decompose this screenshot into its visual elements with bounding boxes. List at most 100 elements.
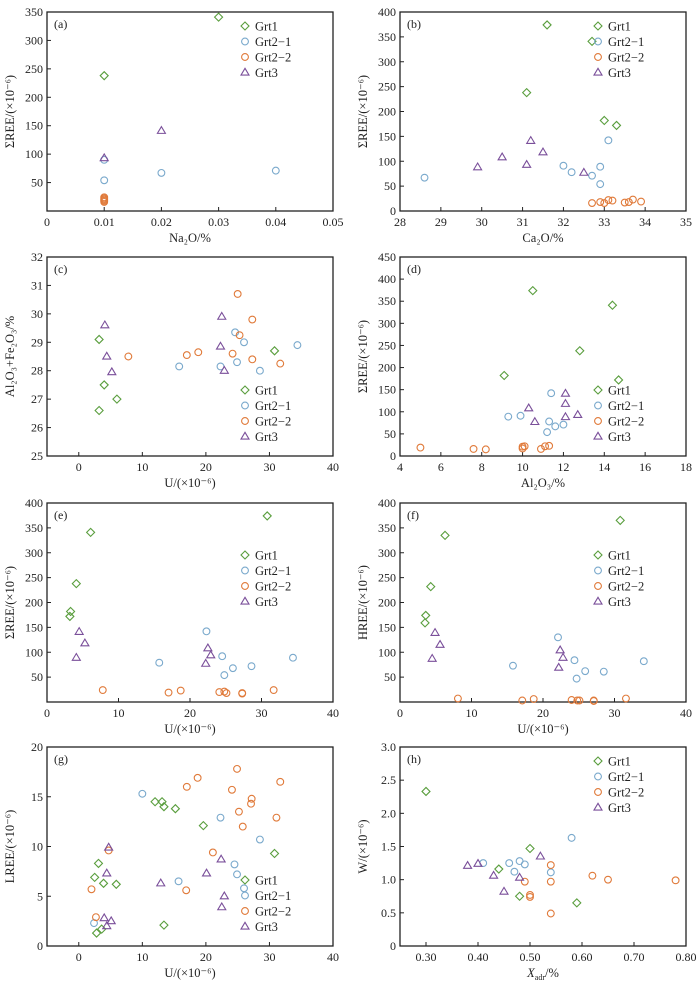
data-point <box>101 920 112 930</box>
data-point <box>554 633 562 642</box>
data-point <box>567 833 576 842</box>
data-point <box>222 689 231 697</box>
legend-label: Grt2−1 <box>608 564 644 578</box>
x-tick-label: 35 <box>680 215 692 229</box>
data-point <box>499 370 509 381</box>
legend-label: Grt1 <box>255 384 278 398</box>
panel-b: 28 29 30 31 32 33 34 35050100150200250300350400… <box>356 5 692 245</box>
series-grt2-1 <box>479 833 576 877</box>
data-point <box>182 886 191 895</box>
x-tick-label: 40 <box>327 706 339 720</box>
y-tick-label: 25 <box>31 449 43 463</box>
y-tick-label: 100 <box>378 645 396 659</box>
x-tick-label: 10 <box>517 460 529 474</box>
x-tick-label: 20 <box>537 706 549 720</box>
x-tick-label: 10 <box>136 950 148 964</box>
y-axis-label: ΣREE/(×10⁻⁶) <box>356 320 370 393</box>
legend-label: Grt2−2 <box>255 415 291 429</box>
data-point <box>150 796 160 807</box>
legend-marker <box>240 385 250 395</box>
data-point <box>559 161 568 170</box>
data-point <box>472 161 483 171</box>
data-point <box>416 443 425 452</box>
legend-item: Grt3 <box>240 920 278 934</box>
legend-marker <box>594 37 602 46</box>
legend-marker <box>241 582 249 590</box>
data-point <box>546 877 555 886</box>
data-point <box>469 444 478 453</box>
data-point <box>155 878 166 887</box>
x-tick-label: 34 <box>639 215 651 229</box>
data-point <box>157 796 167 807</box>
data-point <box>216 311 227 320</box>
data-point <box>462 860 473 869</box>
legend-marker <box>240 431 250 440</box>
data-point <box>99 70 109 81</box>
x-tick-label: 30 <box>256 706 268 720</box>
plot-frame <box>399 256 687 457</box>
legend-item: Grt2−2 <box>594 51 644 65</box>
data-point <box>112 394 122 404</box>
y-tick-label: 28 <box>31 364 43 378</box>
legend-marker <box>241 907 249 915</box>
data-point <box>238 822 247 831</box>
x-tick-label: 31 <box>517 215 529 229</box>
data-point <box>505 859 514 868</box>
data-point <box>520 877 529 886</box>
data-point <box>620 198 629 207</box>
data-point <box>218 652 227 661</box>
y-tick-label: 100 <box>25 645 43 659</box>
legend-marker <box>594 401 602 410</box>
data-point <box>639 657 648 666</box>
data-point <box>289 653 297 662</box>
panel-label: (c) <box>54 262 67 276</box>
data-point <box>588 199 596 207</box>
data-point <box>545 441 554 450</box>
data-point <box>99 380 109 390</box>
data-point <box>578 167 589 176</box>
data-point <box>604 196 613 205</box>
data-point <box>421 786 431 797</box>
data-point <box>276 777 285 786</box>
data-point <box>234 807 243 816</box>
data-point <box>228 664 237 673</box>
series-grt3 <box>99 125 167 162</box>
legend-marker <box>241 37 249 46</box>
legend-label: Grt2−1 <box>608 35 644 49</box>
data-point <box>529 695 538 703</box>
data-point <box>155 658 164 667</box>
data-point <box>567 168 576 177</box>
data-point <box>538 147 548 156</box>
series-grt3 <box>99 842 230 930</box>
legend-marker <box>593 802 603 811</box>
data-point <box>65 606 76 617</box>
data-point <box>608 196 617 205</box>
y-axis-label: ΣREE/(×10⁻⁶) <box>356 75 370 148</box>
series-grt2-2 <box>416 441 554 454</box>
legend-label: Grt3 <box>255 66 278 80</box>
data-point <box>220 687 229 696</box>
x-tick-label: 29 <box>435 215 447 229</box>
data-point <box>238 689 247 698</box>
data-point <box>541 442 549 451</box>
y-tick-label: 350 <box>25 5 43 19</box>
y-tick-label: 200 <box>378 105 396 119</box>
data-point <box>546 861 555 870</box>
x-tick-label: 12 <box>557 460 569 474</box>
y-tick-label: 50 <box>384 179 396 193</box>
legend-label: Grt1 <box>608 20 631 34</box>
legend-item: Grt2−2 <box>241 415 291 429</box>
data-point <box>572 898 582 908</box>
y-tick-label: 150 <box>378 383 396 397</box>
data-point <box>228 349 237 358</box>
legend-item: Grt2−1 <box>241 399 291 413</box>
series-grt3 <box>523 388 583 426</box>
data-point <box>240 338 248 347</box>
panel-c: 0 10 20 30 40 25 26 27 28 29 30 31 32 (c) U/(×10⁻⁶) Al₂… <box>3 250 339 490</box>
x-tick-label: 20 <box>200 460 212 474</box>
y-tick-label: 0 <box>390 449 396 463</box>
y-axis-label: Al₂O₃+Fe₂O₃/% <box>3 316 17 397</box>
data-point <box>98 686 107 695</box>
